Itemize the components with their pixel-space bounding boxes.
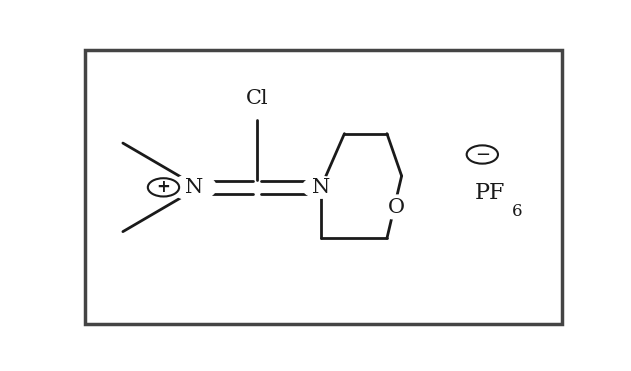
Text: PF: PF	[475, 182, 505, 204]
Text: 6: 6	[512, 203, 522, 220]
Circle shape	[376, 195, 417, 219]
Circle shape	[467, 145, 498, 164]
Text: N: N	[312, 178, 330, 197]
Text: N: N	[185, 178, 203, 197]
FancyBboxPatch shape	[85, 50, 562, 325]
Text: O: O	[388, 198, 405, 217]
Text: +: +	[156, 178, 170, 196]
Circle shape	[171, 174, 216, 200]
Circle shape	[232, 87, 283, 116]
Circle shape	[148, 178, 179, 197]
Text: −: −	[475, 145, 490, 164]
Circle shape	[302, 177, 339, 198]
Text: Cl: Cl	[246, 89, 269, 108]
